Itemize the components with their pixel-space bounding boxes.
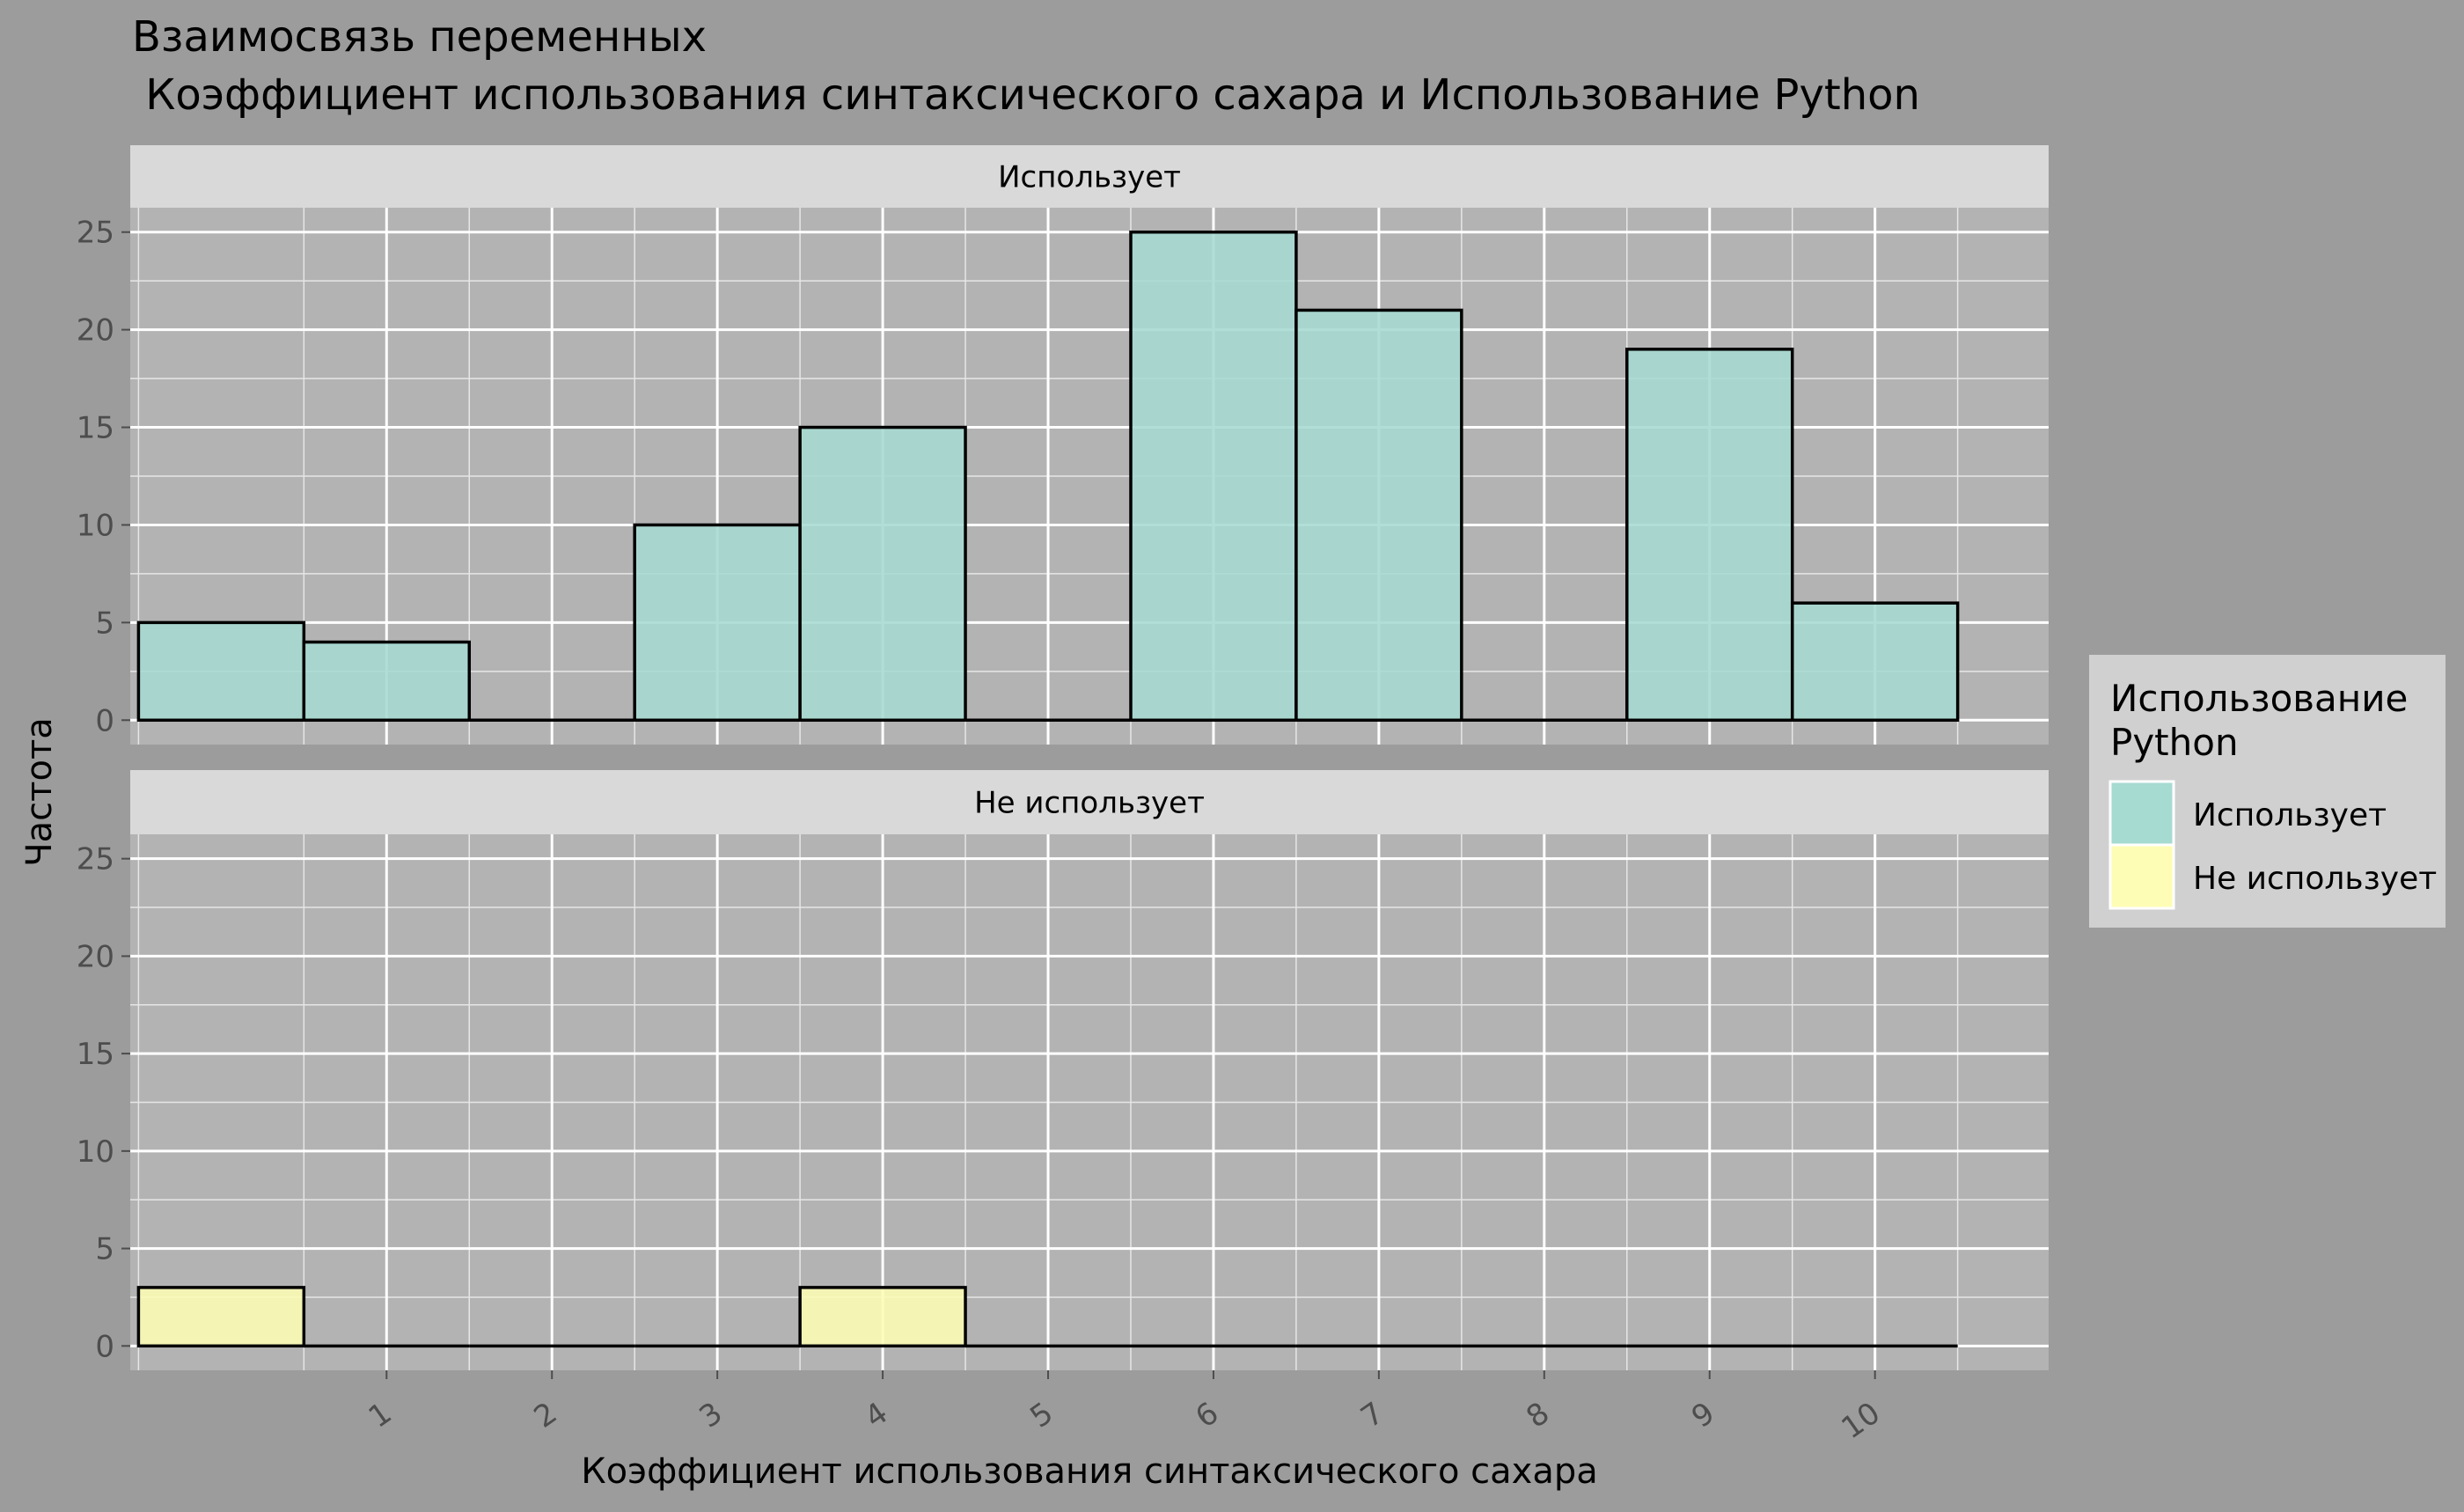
x-axis-title: Коэффициент использования синтаксическог… <box>581 1451 1598 1492</box>
y-axis-title: Частота <box>19 717 60 867</box>
facet-panel-2: Не использует 0 5 10 15 20 25 <box>77 770 2049 1370</box>
facet-strip <box>130 770 2049 834</box>
bar <box>1129 230 1298 723</box>
bar <box>798 1286 967 1348</box>
y-tick-label: 10 <box>77 1134 114 1170</box>
bar <box>1294 308 1463 723</box>
y-tick-label: 0 <box>95 1329 114 1364</box>
legend-key-uses <box>2108 780 2175 847</box>
facet-strip-label: Использует <box>998 160 1181 195</box>
y-tick-label: 25 <box>77 216 114 251</box>
legend-key-not-uses <box>2108 843 2175 910</box>
facets-layer: Использует 0 5 10 15 20 25 Не использует 0 5 10 15 2… <box>77 145 2049 1446</box>
y-tick-label: 15 <box>77 411 114 446</box>
bar <box>1790 601 1960 723</box>
y-tick-label: 20 <box>77 313 114 349</box>
legend-title-line-1: Использование <box>2110 677 2408 720</box>
facet-strip-label: Не использует <box>974 786 1205 821</box>
bar <box>633 523 802 723</box>
facet-strip <box>130 145 2049 208</box>
facet-panel-1: Использует 0 5 10 15 20 25 <box>77 145 2049 745</box>
legend-label-not-uses: Не использует <box>2193 861 2437 897</box>
y-tick-label: 20 <box>77 939 114 974</box>
legend-label-uses: Использует <box>2193 797 2387 833</box>
y-tick-label: 15 <box>77 1037 114 1072</box>
y-tick-label: 25 <box>77 842 114 877</box>
bar <box>136 620 306 723</box>
y-tick-label: 5 <box>95 1232 114 1267</box>
y-tick-label: 5 <box>95 606 114 641</box>
bar <box>798 425 967 723</box>
y-tick-label: 0 <box>95 703 114 738</box>
chart-title-line-1: Взаимосвязь переменных <box>132 12 707 62</box>
bar <box>136 1286 306 1348</box>
y-tick-label: 10 <box>77 508 114 543</box>
legend-title-line-2: Python <box>2110 721 2239 764</box>
legend: Использование Python Использует Не испол… <box>2089 655 2446 928</box>
bar <box>1625 348 1794 723</box>
bar <box>302 640 472 723</box>
chart-title-line-2: Коэффициент использования синтаксическог… <box>132 70 1920 120</box>
